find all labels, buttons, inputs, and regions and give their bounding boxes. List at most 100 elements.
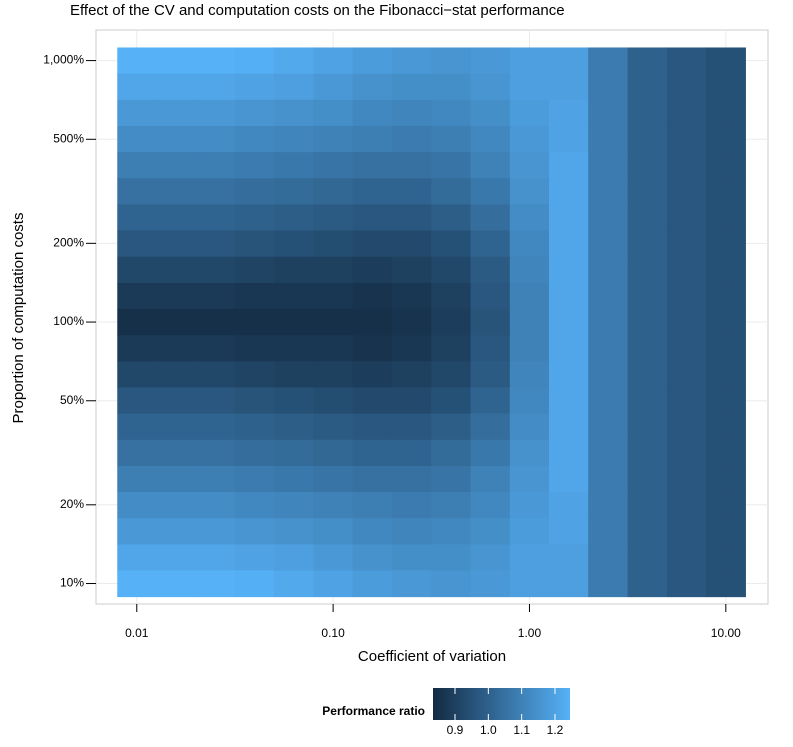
- heat-cell: [391, 518, 432, 545]
- heat-cell: [274, 99, 314, 127]
- heat-cell: [627, 439, 668, 467]
- heat-cell: [156, 256, 197, 284]
- heat-cell: [274, 570, 314, 598]
- heat-cell: [431, 282, 472, 310]
- heat-cell: [117, 570, 157, 598]
- heat-cell: [666, 178, 707, 205]
- heat-cell: [352, 491, 393, 519]
- heat-cell: [588, 204, 629, 231]
- heat-cell: [234, 230, 275, 258]
- heat-cell: [195, 465, 236, 493]
- heat-cell: [156, 125, 197, 153]
- heat-cell: [234, 125, 275, 153]
- heat-cell: [431, 99, 472, 127]
- colorbar-tick-label: 0.9: [447, 723, 464, 737]
- heat-cell: [117, 361, 157, 388]
- heat-cell: [666, 387, 707, 415]
- heat-cell: [274, 335, 314, 362]
- heat-cell: [313, 125, 354, 153]
- heat-cell: [706, 518, 746, 545]
- heat-cell: [470, 387, 511, 415]
- heat-cell: [117, 491, 157, 519]
- heat-cell: [313, 439, 354, 467]
- heat-cell: [391, 152, 432, 179]
- heat-cell: [352, 230, 393, 258]
- heat-cell: [431, 204, 472, 231]
- heat-cell: [588, 47, 629, 75]
- heat-cell: [588, 125, 629, 153]
- heat-cell: [117, 465, 157, 493]
- heat-cell: [666, 491, 707, 519]
- heat-cell: [627, 152, 668, 179]
- heat-cell: [274, 282, 314, 310]
- heat-cell: [509, 230, 550, 258]
- heat-cell: [313, 335, 354, 362]
- heat-cell: [352, 544, 393, 571]
- heat-cell: [156, 361, 197, 388]
- heat-cell: [470, 308, 511, 336]
- x-tick-label: 0.10: [321, 626, 345, 640]
- heat-cell: [706, 178, 746, 205]
- heat-cell: [195, 282, 236, 310]
- heat-cell: [509, 73, 550, 101]
- heat-cell: [156, 465, 197, 493]
- heat-cell: [117, 152, 157, 179]
- colorbar-tick-label: 1.1: [513, 723, 530, 737]
- heat-cell: [470, 570, 511, 598]
- heat-cell: [470, 544, 511, 571]
- heat-cell: [588, 361, 629, 388]
- colorbar: [433, 688, 570, 720]
- heat-cell: [509, 491, 550, 519]
- heat-cell: [509, 308, 550, 336]
- heat-cell: [195, 491, 236, 519]
- heat-cell: [313, 465, 354, 493]
- heat-cell: [509, 387, 550, 415]
- heat-cell: [548, 544, 589, 571]
- heat-cell: [627, 99, 668, 127]
- heat-cell: [156, 47, 197, 75]
- heat-cell: [117, 335, 157, 362]
- heat-cell: [470, 439, 511, 467]
- heat-cell: [352, 99, 393, 127]
- heat-cell: [666, 125, 707, 153]
- heat-cell: [706, 99, 746, 127]
- heat-cell: [195, 47, 236, 75]
- heat-cell: [234, 491, 275, 519]
- heat-cell: [509, 47, 550, 75]
- heat-cell: [195, 230, 236, 258]
- x-tick-label: 1.00: [518, 626, 542, 640]
- y-tick-label: 500%: [53, 131, 84, 145]
- heat-cell: [509, 282, 550, 310]
- heat-cell: [391, 256, 432, 284]
- heat-cell: [548, 413, 589, 441]
- heat-cell: [313, 308, 354, 336]
- heat-cell: [234, 152, 275, 179]
- heat-cell: [548, 387, 589, 415]
- heat-cell: [509, 125, 550, 153]
- heat-cell: [627, 125, 668, 153]
- y-tick-label: 100%: [53, 314, 84, 328]
- heat-cell: [352, 518, 393, 545]
- heat-cell: [588, 518, 629, 545]
- heat-cell: [548, 282, 589, 310]
- heat-cell: [470, 361, 511, 388]
- heat-cell: [234, 413, 275, 441]
- heat-cell: [391, 73, 432, 101]
- heat-cell: [352, 47, 393, 75]
- heat-cell: [234, 99, 275, 127]
- heat-cell: [666, 308, 707, 336]
- heat-cell: [234, 387, 275, 415]
- heat-cell: [234, 361, 275, 388]
- y-tick-label: 20%: [60, 497, 84, 511]
- heat-cell: [588, 335, 629, 362]
- heat-cell: [509, 465, 550, 493]
- heat-cell: [470, 230, 511, 258]
- heat-cell: [548, 491, 589, 519]
- heat-cell: [352, 439, 393, 467]
- heat-cell: [588, 178, 629, 205]
- heat-cell: [274, 152, 314, 179]
- heat-cell: [274, 439, 314, 467]
- heat-cell: [431, 387, 472, 415]
- heat-cell: [548, 518, 589, 545]
- heat-cell: [548, 439, 589, 467]
